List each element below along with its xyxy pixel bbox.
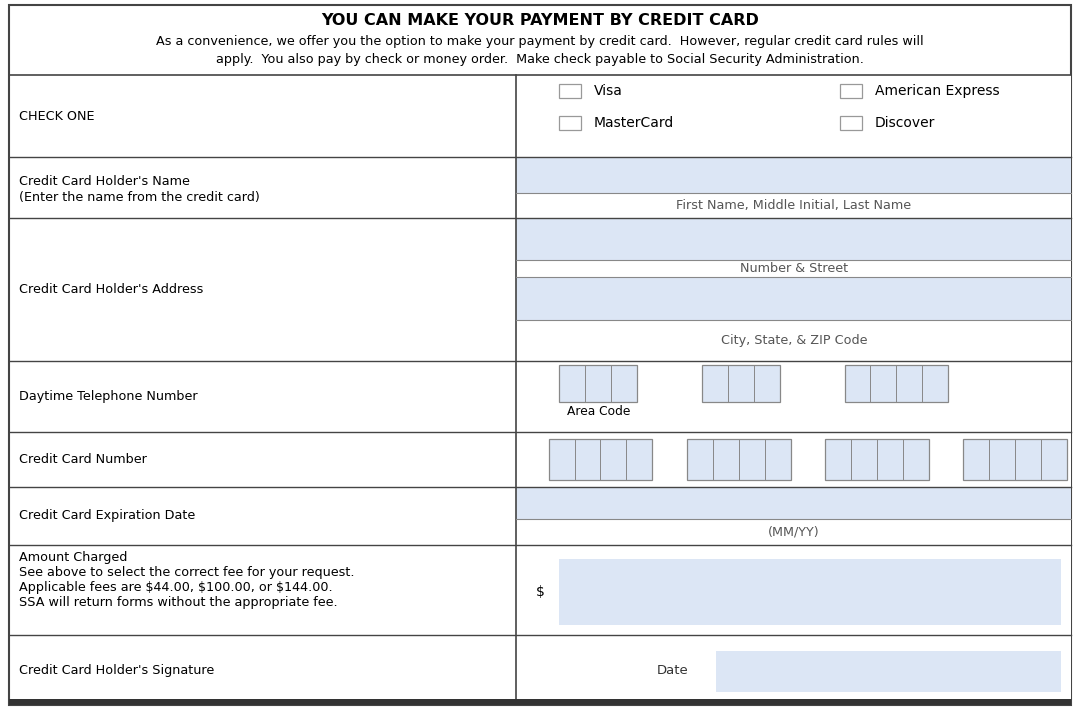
Bar — [516, 635, 1071, 705]
Text: First Name, Middle Initial, Last Name: First Name, Middle Initial, Last Name — [676, 199, 912, 212]
Bar — [840, 84, 862, 98]
Bar — [559, 559, 1061, 625]
Bar — [516, 545, 1071, 635]
Text: (MM/YY): (MM/YY) — [768, 525, 820, 538]
Bar — [716, 651, 1061, 692]
Text: Daytime Telephone Number: Daytime Telephone Number — [19, 390, 198, 403]
Bar — [516, 217, 1071, 261]
Bar — [559, 365, 637, 402]
Bar — [963, 439, 1067, 480]
Text: $: $ — [536, 585, 544, 599]
Text: Credit Card Holder's Name: Credit Card Holder's Name — [19, 175, 190, 188]
Text: See above to select the correct fee for your request.
Applicable fees are $44.00: See above to select the correct fee for … — [19, 567, 355, 609]
Bar — [516, 157, 1071, 193]
Bar — [516, 320, 1071, 361]
Bar — [549, 439, 652, 480]
Bar — [516, 432, 1071, 487]
Bar — [516, 75, 1071, 157]
Text: (Enter the name from the credit card): (Enter the name from the credit card) — [19, 192, 260, 204]
Text: CHECK ONE: CHECK ONE — [19, 109, 95, 123]
Text: Amount Charged: Amount Charged — [19, 551, 127, 564]
Bar — [559, 116, 581, 131]
Text: Credit Card Holder's Signature: Credit Card Holder's Signature — [19, 664, 215, 677]
Bar — [516, 261, 1071, 277]
Text: City, State, & ZIP Code: City, State, & ZIP Code — [720, 334, 867, 346]
Text: Credit Card Holder's Address: Credit Card Holder's Address — [19, 283, 204, 295]
Bar — [9, 699, 1071, 705]
Text: Credit Card Number: Credit Card Number — [19, 453, 147, 466]
Bar — [516, 277, 1071, 320]
Bar — [516, 519, 1071, 545]
Bar — [702, 365, 780, 402]
Bar — [840, 116, 862, 131]
Bar — [516, 193, 1071, 217]
Text: Visa: Visa — [594, 84, 623, 98]
Bar — [845, 365, 948, 402]
Text: American Express: American Express — [875, 84, 999, 98]
Text: Area Code: Area Code — [567, 405, 630, 418]
Bar — [687, 439, 791, 480]
Text: As a convenience, we offer you the option to make your payment by credit card.  : As a convenience, we offer you the optio… — [157, 35, 923, 48]
Text: apply.  You also pay by check or money order.  Make check payable to Social Secu: apply. You also pay by check or money or… — [216, 53, 864, 66]
Text: Credit Card Expiration Date: Credit Card Expiration Date — [19, 510, 195, 523]
Text: MasterCard: MasterCard — [594, 116, 674, 131]
Text: Date: Date — [657, 664, 689, 677]
Bar — [516, 361, 1071, 432]
Bar — [559, 84, 581, 98]
Bar — [516, 487, 1071, 519]
Text: YOU CAN MAKE YOUR PAYMENT BY CREDIT CARD: YOU CAN MAKE YOUR PAYMENT BY CREDIT CARD — [321, 13, 759, 28]
Text: Number & Street: Number & Street — [740, 262, 848, 275]
Bar — [825, 439, 929, 480]
Text: Discover: Discover — [875, 116, 935, 131]
